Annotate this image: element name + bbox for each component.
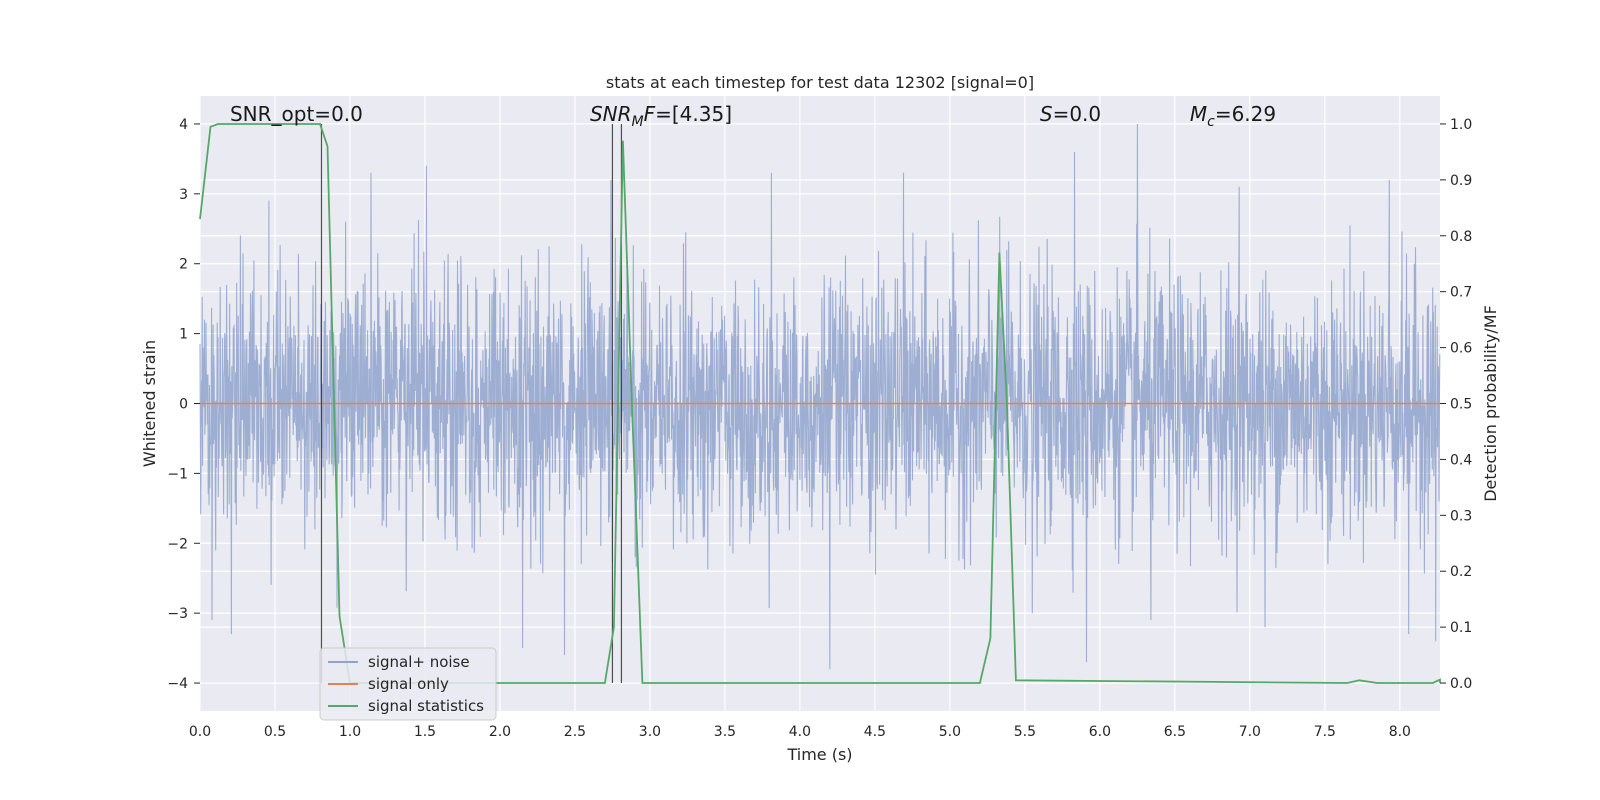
annotations: SNR_opt=0.0 SNRMF=[4.35] S=0.0 Mc=6.29 (230, 102, 1276, 130)
x-tick-label: 7.0 (1239, 724, 1261, 740)
x-tick-label: 3.5 (714, 724, 736, 740)
annotation-part: SNR_opt=0.0 (230, 102, 363, 126)
y-tick-label: 3 (179, 187, 188, 203)
x-axis-ticks: 0.0 0.5 1.0 1.5 2.0 2.5 3.0 3.5 4.0 4.5 5.0 5.5 6.0 6… (189, 724, 1411, 740)
x-tick-label: 2.5 (564, 724, 586, 740)
y-tick-label: −3 (167, 606, 188, 622)
x-tick-label: 0.0 (189, 724, 211, 740)
stats-line (199, 123, 1441, 684)
y2-tick-label: 0.8 (1450, 229, 1472, 245)
y2-tick-label: 0.9 (1450, 173, 1472, 189)
chart-title: stats at each timestep for test data 123… (606, 73, 1034, 92)
annotation-part: M (632, 114, 644, 130)
x-tick-label: 4.0 (789, 724, 811, 740)
x-tick-label: 3.0 (639, 724, 661, 740)
x-tick-label: 1.0 (339, 724, 361, 740)
y-axis-ticks: −4 −3 −2 −1 0 1 2 3 4 (167, 117, 200, 692)
y2-tick-label: 0.1 (1450, 620, 1472, 636)
y-tick-label: 4 (179, 117, 188, 133)
x-tick-label: 5.5 (1014, 724, 1036, 740)
x-tick-label: 1.5 (414, 724, 436, 740)
y2-tick-label: 0.6 (1450, 341, 1472, 357)
x-tick-label: 4.5 (864, 724, 886, 740)
annotation-text: SNR_opt=0.0 (230, 102, 363, 126)
y-tick-label: 0 (179, 397, 188, 413)
y-tick-label: 1 (179, 327, 188, 343)
y-axis-label: Whitened strain (140, 340, 159, 467)
annotation-text: SNRMF=[4.35] (590, 102, 732, 130)
legend: signal+ noise signal only signal statistic… (319, 647, 497, 721)
legend-label: signal+ noise (368, 653, 470, 671)
annotation-part: =[4.35] (655, 102, 732, 126)
annotation-part: SNR (590, 102, 632, 126)
x-tick-label: 2.0 (489, 724, 511, 740)
annotation-part: S (1040, 102, 1053, 126)
legend-label: signal statistics (368, 697, 484, 715)
y-tick-label: 2 (179, 257, 188, 273)
series-signal-noise (199, 123, 1441, 670)
annotation-part: =0.0 (1053, 102, 1102, 126)
y2-tick-label: 0.2 (1450, 564, 1472, 580)
y-tick-label: −4 (167, 676, 188, 692)
legend-box (319, 647, 497, 721)
annotation-part: M (1190, 102, 1207, 126)
y2-axis-label: Detection probability/MF (1481, 305, 1500, 502)
x-axis-label: Time (s) (786, 745, 852, 764)
legend-label: signal only (368, 675, 449, 693)
y2-tick-label: 0.5 (1450, 397, 1472, 413)
series-signal-statistics (199, 123, 1441, 684)
x-tick-label: 6.5 (1164, 724, 1186, 740)
annotation-part: =6.29 (1215, 102, 1276, 126)
noise-line (199, 123, 1441, 670)
y2-tick-label: 0.7 (1450, 285, 1472, 301)
y2-tick-label: 0.0 (1450, 676, 1472, 692)
x-tick-label: 0.5 (264, 724, 286, 740)
x-tick-label: 5.0 (939, 724, 961, 740)
x-tick-label: 6.0 (1089, 724, 1111, 740)
y-tick-label: −1 (167, 466, 188, 482)
annotation-text: Mc=6.29 (1190, 102, 1276, 130)
y-tick-label: −2 (167, 536, 188, 552)
x-tick-label: 8.0 (1389, 724, 1411, 740)
y2-axis-ticks: 0.0 0.1 0.2 0.3 0.4 0.5 0.6 0.7 0.8 0.9 1.0 (1440, 117, 1472, 692)
annotation-part: F (644, 102, 656, 126)
y2-tick-label: 0.3 (1450, 508, 1472, 524)
y2-tick-label: 0.4 (1450, 452, 1472, 468)
y2-tick-label: 1.0 (1450, 117, 1472, 133)
annotation-text: S=0.0 (1040, 102, 1101, 126)
annotation-part: c (1207, 114, 1215, 130)
x-tick-label: 7.5 (1314, 724, 1336, 740)
